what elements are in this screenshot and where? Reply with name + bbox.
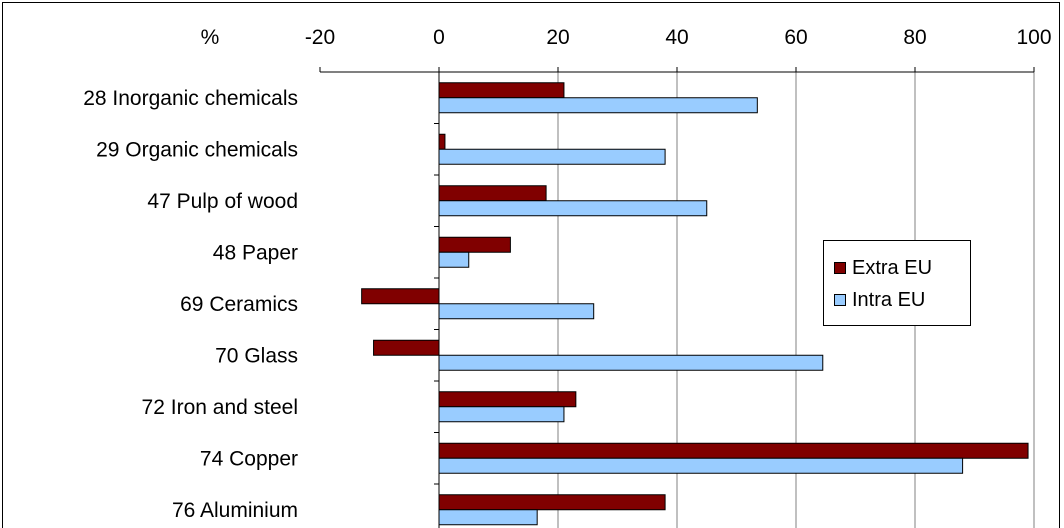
bar-extra-eu bbox=[438, 236, 511, 253]
x-tick-label-40: 40 bbox=[665, 26, 688, 49]
legend-swatch-intra-eu bbox=[834, 294, 846, 306]
x-tick-label-20: 20 bbox=[546, 26, 569, 49]
category-label: 72 Iron and steel bbox=[142, 396, 298, 419]
x-tick-label-100: 100 bbox=[1016, 26, 1051, 49]
bar-extra-eu bbox=[438, 185, 547, 202]
bar-intra-eu bbox=[438, 457, 964, 474]
x-tick-label-80: 80 bbox=[903, 26, 926, 49]
bar-extra-eu bbox=[438, 391, 577, 408]
legend-swatch-extra-eu bbox=[834, 262, 846, 274]
category-label: 74 Copper bbox=[200, 447, 298, 470]
bar-intra-eu bbox=[438, 406, 565, 423]
category-label: 29 Organic chemicals bbox=[96, 138, 298, 161]
category-label: 70 Glass bbox=[215, 344, 298, 367]
legend-label-intra-eu: Intra EU bbox=[852, 288, 926, 311]
bar-intra-eu bbox=[438, 251, 470, 268]
bar-intra-eu bbox=[438, 200, 708, 217]
category-label: 47 Pulp of wood bbox=[147, 190, 298, 213]
legend-item-extra-eu: Extra EU bbox=[834, 255, 932, 281]
legend-item-intra-eu: Intra EU bbox=[834, 287, 925, 313]
category-label: 69 Ceramics bbox=[180, 293, 298, 316]
category-label: 76 Aluminium bbox=[172, 499, 298, 522]
x-tick-label-0: 0 bbox=[433, 26, 445, 49]
bar-extra-eu bbox=[438, 442, 1029, 459]
legend: Extra EU Intra EU bbox=[823, 240, 971, 326]
bar-intra-eu bbox=[438, 148, 666, 165]
bar-intra-eu bbox=[438, 509, 538, 526]
bar-extra-eu bbox=[438, 133, 446, 150]
bar-intra-eu bbox=[438, 354, 824, 371]
bar-intra-eu bbox=[438, 303, 595, 320]
bar-extra-eu bbox=[438, 82, 565, 99]
x-axis-unit-label: % bbox=[201, 26, 220, 49]
bar-extra-eu bbox=[373, 339, 440, 356]
category-label: 28 Inorganic chemicals bbox=[83, 87, 298, 110]
x-tick-label-60: 60 bbox=[784, 26, 807, 49]
bar-extra-eu bbox=[438, 494, 666, 511]
legend-label-extra-eu: Extra EU bbox=[852, 256, 933, 279]
bar-intra-eu bbox=[438, 97, 758, 114]
bar-extra-eu bbox=[361, 288, 440, 305]
x-tick-label--20: -20 bbox=[305, 26, 335, 49]
category-label: 48 Paper bbox=[213, 241, 298, 264]
